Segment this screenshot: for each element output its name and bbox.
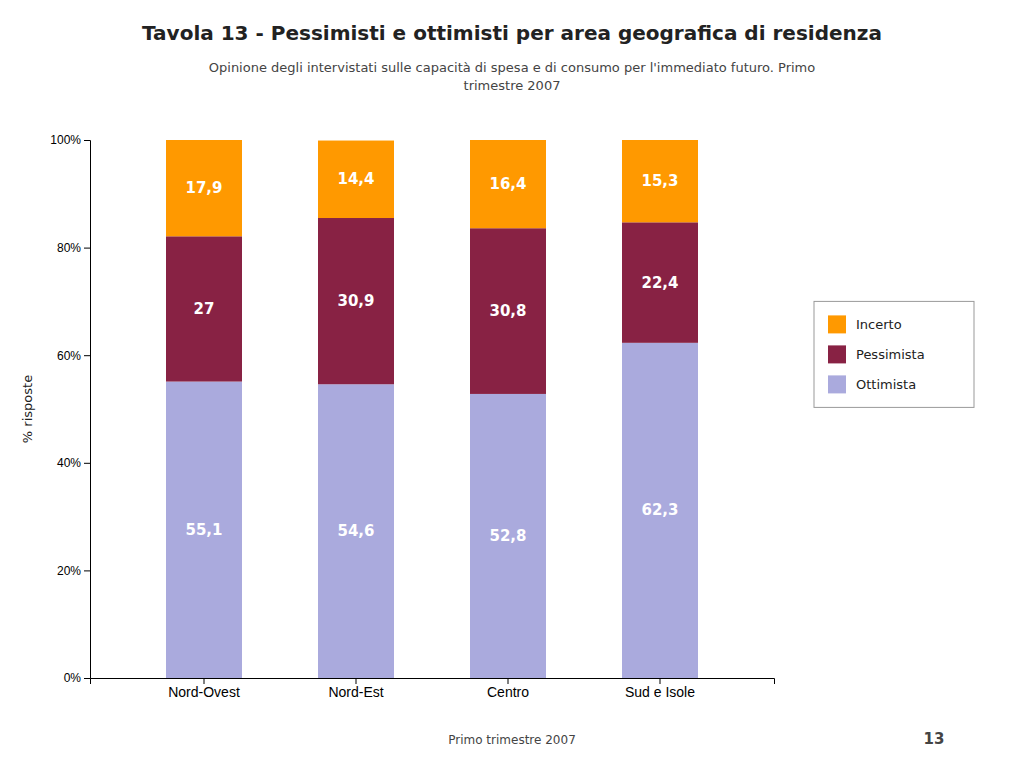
y-axis-line [84, 141, 91, 679]
legend-item: Ottimista [828, 375, 916, 393]
data-label: 17,9 [185, 179, 222, 197]
data-label: 52,8 [489, 527, 526, 545]
y-tick-mark [84, 463, 90, 464]
data-label: 30,9 [337, 292, 374, 310]
bar [166, 236, 242, 381]
x-tick-label: Nord-Ovest [168, 684, 240, 700]
x-tick-label: Sud e Isole [625, 684, 695, 700]
bar [166, 140, 242, 236]
subtitle: Opinione degli intervistati sulle capaci… [209, 60, 815, 93]
bar [166, 382, 242, 678]
legend-swatch [828, 345, 846, 363]
chart: Tavola 13 - Pessimisti e ottimisti per a… [0, 0, 1024, 768]
y-tick-label: 20% [57, 564, 81, 578]
x-tick-label: Centro [487, 684, 529, 700]
x-tick: Centro [487, 678, 529, 700]
x-tick: Nord-Est [328, 678, 383, 700]
data-label: 62,3 [641, 501, 678, 519]
y-tick-label: 100% [50, 133, 81, 147]
legend: Incerto Pessimista Ottimista [814, 301, 974, 407]
data-label: 27 [194, 300, 215, 318]
bar [318, 218, 394, 384]
legend-item: Incerto [828, 315, 902, 333]
y-tick-mark [84, 678, 90, 679]
y-tick-mark [84, 140, 90, 141]
x-tick-label: Nord-Est [328, 684, 383, 700]
y-tick-label: 60% [57, 349, 81, 363]
series [166, 218, 698, 394]
bar [622, 222, 698, 343]
data-label: 15,3 [641, 172, 678, 190]
legend-swatch [828, 315, 846, 333]
data-label: 22,4 [641, 274, 678, 292]
bar [470, 140, 546, 228]
plot: 55,1 54,6 52,8 62,3 27 30,9 30,8 22,4 17,9 14,4 16… [20, 133, 775, 700]
data-label: 54,6 [337, 522, 374, 540]
data-labels: 55,1 54,6 52,8 62,3 27 30,9 30,8 22,4 17,9 14,4 16… [185, 170, 678, 545]
legend-swatch [828, 375, 846, 393]
y-tick: 100% [50, 133, 90, 147]
y-tick-mark [84, 570, 90, 571]
data-label: 16,4 [489, 175, 526, 193]
y-axis: 0% 20% 40% 60% 80% 100% [50, 133, 90, 685]
series [166, 343, 698, 678]
y-tick-mark [84, 248, 90, 249]
x-tick: Nord-Ovest [168, 678, 240, 700]
legend-label: Pessimista [856, 347, 925, 362]
x-axis: Nord-Ovest Nord-Est Centro Sud e Isole [91, 678, 775, 700]
y-tick: 40% [57, 456, 90, 470]
legend-item: Pessimista [828, 345, 925, 363]
footer: Primo trimestre 2007 [448, 733, 576, 747]
bar [318, 141, 394, 218]
x-tick: Sud e Isole [625, 678, 695, 700]
bar [470, 394, 546, 678]
title: Tavola 13 - Pessimisti e ottimisti per a… [142, 21, 882, 45]
y-tick: 20% [57, 564, 90, 578]
y-tick: 80% [57, 241, 90, 255]
bars [166, 140, 698, 678]
y-tick-mark [84, 355, 90, 356]
y-tick: 60% [57, 349, 90, 363]
data-label: 30,8 [489, 302, 526, 320]
legend-label: Incerto [856, 317, 902, 332]
bar [318, 384, 394, 678]
legend-label: Ottimista [856, 377, 916, 392]
bar [622, 140, 698, 222]
y-tick-label: 0% [64, 671, 82, 685]
page-number: 13 [924, 730, 945, 748]
legend-frame [814, 301, 974, 407]
data-label: 55,1 [185, 521, 222, 539]
bar [470, 228, 546, 394]
y-tick-label: 40% [57, 456, 81, 470]
y-tick-label: 80% [57, 241, 81, 255]
y-axis-title: % risposte [20, 375, 35, 443]
series [166, 140, 698, 236]
y-tick: 0% [64, 671, 90, 685]
bar [622, 343, 698, 678]
data-label: 14,4 [337, 170, 374, 188]
